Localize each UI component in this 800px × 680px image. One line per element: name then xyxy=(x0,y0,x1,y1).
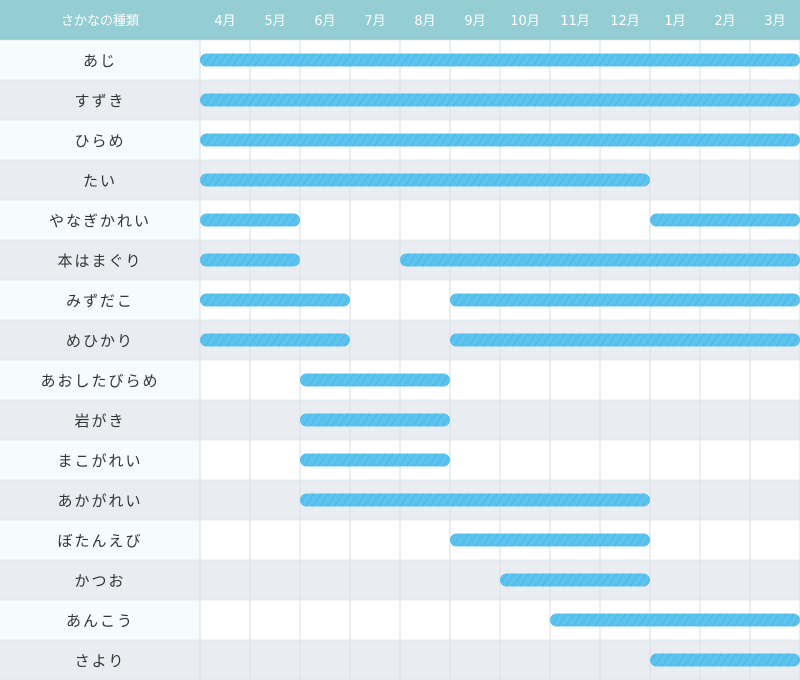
row-label-cell xyxy=(0,640,200,680)
season-bar xyxy=(200,293,350,307)
season-bar xyxy=(650,213,800,227)
month-tick-label: 4月 xyxy=(214,14,235,29)
row-label-cell xyxy=(0,440,200,480)
fish-name-label: あじ xyxy=(83,52,117,70)
month-tick-label: 5月 xyxy=(264,14,285,29)
header-fish-type-label: さかなの種類 xyxy=(61,13,139,29)
month-tick-label: 2月 xyxy=(714,14,735,29)
season-bar xyxy=(200,93,800,107)
fish-name-label: あかがれい xyxy=(57,492,142,510)
fish-name-label: まこがれい xyxy=(57,452,142,470)
month-tick-label: 3月 xyxy=(764,14,785,29)
season-bar xyxy=(550,613,800,627)
row-label-cell xyxy=(0,40,200,80)
fish-name-label: 岩がき xyxy=(74,412,125,430)
month-tick-label: 1月 xyxy=(664,14,685,29)
fish-name-label: かつお xyxy=(74,572,125,590)
row-label-cell xyxy=(0,600,200,640)
month-tick-label: 12月 xyxy=(610,14,640,29)
fish-name-label: たい xyxy=(83,172,117,190)
month-tick-label: 7月 xyxy=(364,14,385,29)
season-bar xyxy=(200,253,300,267)
row-label-cell xyxy=(0,120,200,160)
fish-name-label: めひかり xyxy=(66,332,134,350)
fish-name-label: あおしたびらめ xyxy=(40,372,159,390)
season-bar xyxy=(200,133,800,147)
row-label-cell xyxy=(0,80,200,120)
season-bar xyxy=(450,333,800,347)
month-tick-label: 11月 xyxy=(560,14,590,29)
row-label-cell xyxy=(0,240,200,280)
month-tick-label: 6月 xyxy=(314,14,335,29)
row-label-cell xyxy=(0,400,200,440)
season-bar xyxy=(300,373,450,387)
fish-name-label: 本はまぐり xyxy=(57,252,142,270)
season-bar xyxy=(300,453,450,467)
season-bar xyxy=(500,573,650,587)
row-label-cell xyxy=(0,560,200,600)
row-label-cell xyxy=(0,480,200,520)
row-label-cell xyxy=(0,360,200,400)
season-bar xyxy=(200,213,300,227)
season-bar xyxy=(300,493,650,507)
season-bar xyxy=(200,53,800,67)
season-bar xyxy=(300,413,450,427)
row-label-cell xyxy=(0,520,200,560)
fish-name-label: やなぎかれい xyxy=(49,212,151,230)
season-bar xyxy=(450,533,650,547)
header-background xyxy=(0,0,800,40)
fish-name-label: ぼたんえび xyxy=(57,532,142,550)
season-bar xyxy=(400,253,800,267)
fish-name-label: ひらめ xyxy=(74,132,125,150)
season-bar xyxy=(650,653,800,667)
month-tick-label: 8月 xyxy=(414,14,435,29)
row-label-cell xyxy=(0,160,200,200)
season-bar xyxy=(200,173,650,187)
season-bar xyxy=(450,293,800,307)
row-label-cell xyxy=(0,280,200,320)
fish-name-label: あんこう xyxy=(66,612,134,630)
season-bar xyxy=(200,333,350,347)
month-tick-label: 9月 xyxy=(464,14,485,29)
row-label-cell xyxy=(0,200,200,240)
fish-name-label: すずき xyxy=(74,92,125,110)
fish-name-label: さより xyxy=(75,652,126,670)
row-label-cell xyxy=(0,320,200,360)
fish-name-label: みずだこ xyxy=(66,292,134,310)
month-tick-label: 10月 xyxy=(510,14,540,29)
